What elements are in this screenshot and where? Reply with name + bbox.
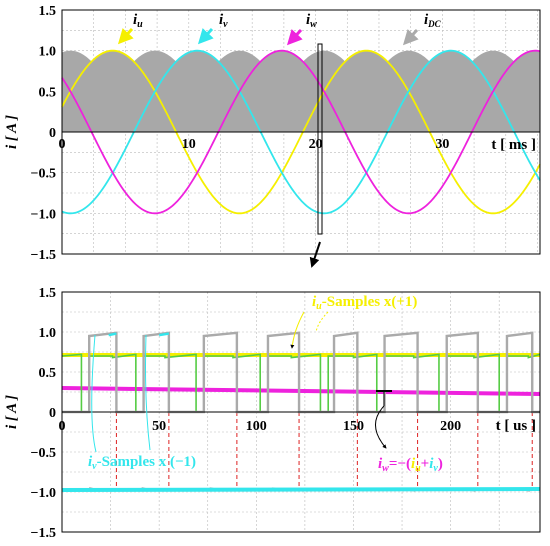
iw-eq-pointer <box>375 405 387 449</box>
bottom-y-axis-label: i [ A ] <box>4 395 20 429</box>
y-tick-label: 1.0 <box>39 326 57 341</box>
iw-level-line <box>61 386 541 396</box>
y-tick-label: −0.5 <box>31 446 56 461</box>
iv-sample-mark <box>108 332 117 337</box>
y-tick-label: 0.5 <box>39 366 57 381</box>
plot-frame <box>61 9 541 255</box>
x-tick-label: 20 <box>309 137 323 152</box>
bottom-plot-frame <box>61 291 541 533</box>
arrow-idc <box>402 28 419 46</box>
top-x-axis-label: t [ ms ] <box>491 137 536 153</box>
label-idc: iDC <box>424 12 442 29</box>
iu-samples-pointer-2 <box>315 311 329 333</box>
y-tick-label: −1.5 <box>31 248 56 263</box>
arrow-iw <box>286 28 303 46</box>
iv-samples-pointer-2 <box>145 334 151 451</box>
iw-equation-label: iw=−(iu+iv) <box>378 456 443 474</box>
bottom-panel: 1.51.00.50−0.5−1.0−1.5 0 50 100 150 200 i [ … <box>4 286 541 541</box>
iv-sample-mark <box>158 332 170 337</box>
y-tick-label: −1.0 <box>31 207 56 222</box>
y-tick-label: 0 <box>49 126 56 141</box>
x-tick-label: 50 <box>152 419 166 434</box>
iu-line <box>61 49 541 215</box>
y-tick-label: 1.0 <box>39 45 57 60</box>
bottom-y-ticks: 1.5 1.0 0.5 0 −0.5 −1.0 −1.5 <box>31 286 56 541</box>
y-tick-label: −1.0 <box>31 486 56 501</box>
gray-idc-trace <box>62 331 540 414</box>
iv-sample-segments <box>108 332 170 337</box>
bottom-x-ticks: 0 50 100 150 200 <box>59 419 462 434</box>
zoom-window <box>317 43 323 235</box>
y-tick-label: 1.5 <box>39 4 57 19</box>
x-tick-label: 30 <box>435 137 449 152</box>
iv-level-line <box>61 487 541 492</box>
x-tick-label: 0 <box>59 419 66 434</box>
y-tick-label: −0.5 <box>31 167 56 182</box>
zoom-arrow <box>309 241 321 268</box>
top-panel: 1.51.00.50−0.5−1.0−1.5 0 10 20 30 i [ A ] t… <box>4 4 541 268</box>
label-iv: iv <box>219 12 228 30</box>
top-x-ticks: 0 10 20 30 <box>59 137 450 152</box>
top-y-axis-label: i [ A ] <box>4 115 20 149</box>
iu-samples-pointer <box>290 311 305 349</box>
green-sample-trace <box>61 353 541 413</box>
x-tick-label: 0 <box>59 137 66 152</box>
y-tick-label: −1.5 <box>31 526 56 541</box>
idc-area <box>62 50 540 132</box>
arrow-iu <box>117 27 134 45</box>
iv-samples-pointer <box>91 334 97 453</box>
top-y-ticks: 1.5 1.0 0.5 0 −0.5 −1.0 −1.5 <box>31 4 56 263</box>
x-tick-label: 200 <box>440 419 461 434</box>
iv-samples-label: iv-Samples x (−1) <box>88 454 196 472</box>
y-tick-label: 0 <box>49 406 56 421</box>
x-tick-label: 100 <box>246 419 267 434</box>
bottom-x-axis-label: t [ us ] <box>496 418 536 434</box>
label-iu: iu <box>133 12 143 30</box>
y-tick-label: 1.5 <box>39 286 57 301</box>
arrow-iv <box>197 27 214 45</box>
iv-line <box>61 49 541 215</box>
x-tick-label: 150 <box>343 419 364 434</box>
label-iw: iw <box>306 12 317 30</box>
y-tick-label: 0.5 <box>39 85 57 100</box>
iw-line <box>61 49 541 215</box>
x-tick-label: 10 <box>182 137 196 152</box>
iu-samples-label: iu-Samples x(+1) <box>312 294 417 312</box>
